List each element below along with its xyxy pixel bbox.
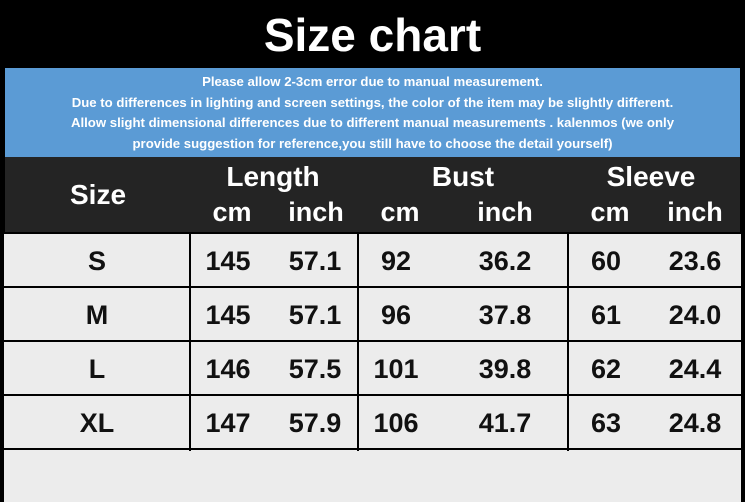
table-row: L 146 57.5 101 39.8 62 24.4	[4, 340, 741, 394]
value-cell: 106	[373, 408, 419, 438]
value-cell: 60	[590, 246, 622, 276]
size-table-body: S 145 57.1 92 36.2 60 23.6 M 145 57.1 96 37.8 61 24.0…	[4, 232, 741, 502]
table-header: Size Length Bust Sleeve cm inch cm inch …	[5, 157, 740, 232]
value-cell: 101	[373, 354, 419, 384]
size-cell: M	[85, 300, 109, 330]
value-cell: 57.9	[288, 408, 342, 438]
header-unit: cm	[380, 197, 420, 227]
header-size: Size	[69, 179, 127, 210]
value-cell: 23.6	[668, 246, 722, 276]
value-cell: 24.4	[668, 354, 722, 384]
table-row: S 145 57.1 92 36.2 60 23.6	[4, 232, 741, 286]
notice-line: Allow slight dimensional differences due…	[70, 115, 675, 130]
value-cell: 146	[205, 354, 251, 384]
value-cell: 147	[205, 408, 251, 438]
header-bust: Bust	[431, 161, 495, 192]
table-row	[4, 448, 741, 502]
value-cell: 37.8	[478, 300, 532, 330]
column-divider	[567, 232, 569, 451]
table-row: M 145 57.1 96 37.8 61 24.0	[4, 286, 741, 340]
value-cell: 61	[590, 300, 622, 330]
table-row: XL 147 57.9 106 41.7 63 24.8	[4, 394, 741, 448]
header-unit: cm	[590, 197, 630, 227]
size-cell: S	[87, 246, 107, 276]
notice-line: provide suggestion for reference,you sti…	[132, 135, 613, 151]
value-cell: 92	[380, 246, 412, 276]
value-cell: 57.5	[288, 354, 342, 384]
value-cell: 24.0	[668, 300, 722, 330]
column-divider	[357, 232, 359, 451]
header-unit: inch	[667, 197, 723, 227]
column-divider	[189, 232, 191, 451]
header-unit: inch	[477, 197, 533, 227]
notice-banner: Please allow 2-3cm error due to manual m…	[5, 68, 740, 157]
header-unit: cm	[212, 197, 252, 227]
header-length: Length	[226, 161, 320, 192]
header-unit: inch	[288, 197, 344, 227]
value-cell: 145	[205, 246, 251, 276]
notice-line: Please allow 2-3cm error due to manual m…	[202, 74, 543, 89]
value-cell: 96	[380, 300, 412, 330]
value-cell: 57.1	[288, 300, 342, 330]
value-cell: 57.1	[288, 246, 342, 276]
value-cell: 24.8	[668, 408, 722, 438]
value-cell: 62	[590, 354, 622, 384]
value-cell: 41.7	[478, 408, 532, 438]
value-cell: 145	[205, 300, 251, 330]
notice-line: Due to differences in lighting and scree…	[71, 94, 674, 110]
size-cell: L	[88, 354, 106, 384]
size-cell: XL	[79, 408, 115, 438]
page-title: Size chart	[0, 0, 745, 68]
value-cell: 36.2	[478, 246, 532, 276]
header-sleeve: Sleeve	[606, 161, 696, 192]
value-cell: 63	[590, 408, 622, 438]
value-cell: 39.8	[478, 354, 532, 384]
